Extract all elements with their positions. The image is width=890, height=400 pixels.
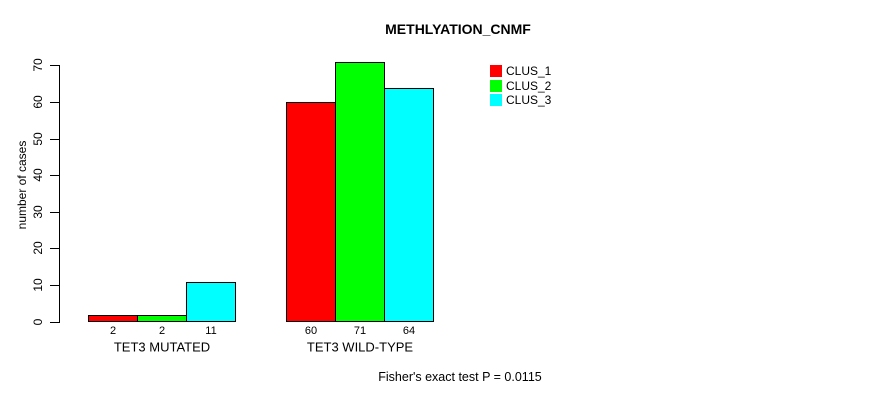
bar-clus_1-tet3-wild-type [286,102,336,322]
legend-swatch-clus_2 [490,80,502,92]
group-label: TET3 WILD-TYPE [306,339,414,355]
y-axis-tick-label: 0 [31,318,45,326]
y-axis-tick-label: 20 [31,241,45,255]
bar-value-label: 2 [158,325,166,337]
legend-row: CLUS_3 [490,94,551,106]
y-axis-tick-label: 60 [31,95,45,109]
bar-clus_2-tet3-mutated [137,315,187,322]
y-axis-tick [50,322,60,323]
legend-row: CLUS_1 [490,65,551,77]
bar-clus_2-tet3-wild-type [335,62,385,322]
legend-swatch-clus_1 [490,65,502,77]
bar-clus_3-tet3-wild-type [384,88,434,322]
y-axis-label: number of cases [15,140,29,230]
bar-value-label: 64 [402,325,416,337]
bar-clus_3-tet3-mutated [186,282,236,322]
legend-label: CLUS_3 [506,93,552,107]
legend-label: CLUS_1 [506,64,552,78]
y-axis-tick-label: 50 [31,132,45,146]
bar-value-label: 11 [205,325,217,337]
chart-title: METHLYATION_CNMF [385,21,531,37]
bar-value-label: 2 [109,325,117,337]
y-axis-tick [50,175,60,176]
y-axis-tick [50,102,60,103]
group-label: TET3 MUTATED [113,339,211,355]
bar-clus_1-tet3-mutated [88,315,138,322]
y-axis-tick-label: 40 [31,168,45,182]
legend-label: CLUS_2 [506,79,552,93]
y-axis-tick [50,212,60,213]
y-axis-line [59,65,60,322]
bar-value-label: 60 [304,325,318,337]
legend-row: CLUS_2 [490,80,551,92]
y-axis-tick-label: 10 [31,278,45,292]
legend-swatch-clus_3 [490,94,502,106]
y-axis-tick [50,285,60,286]
y-axis-tick-label: 70 [31,58,45,72]
y-axis-tick-label: 30 [31,205,45,219]
y-axis-tick [50,139,60,140]
y-axis-tick [50,65,60,66]
fisher-test-annotation: Fisher's exact test P = 0.0115 [378,370,542,384]
bar-value-label: 71 [353,325,367,337]
y-axis-tick [50,248,60,249]
